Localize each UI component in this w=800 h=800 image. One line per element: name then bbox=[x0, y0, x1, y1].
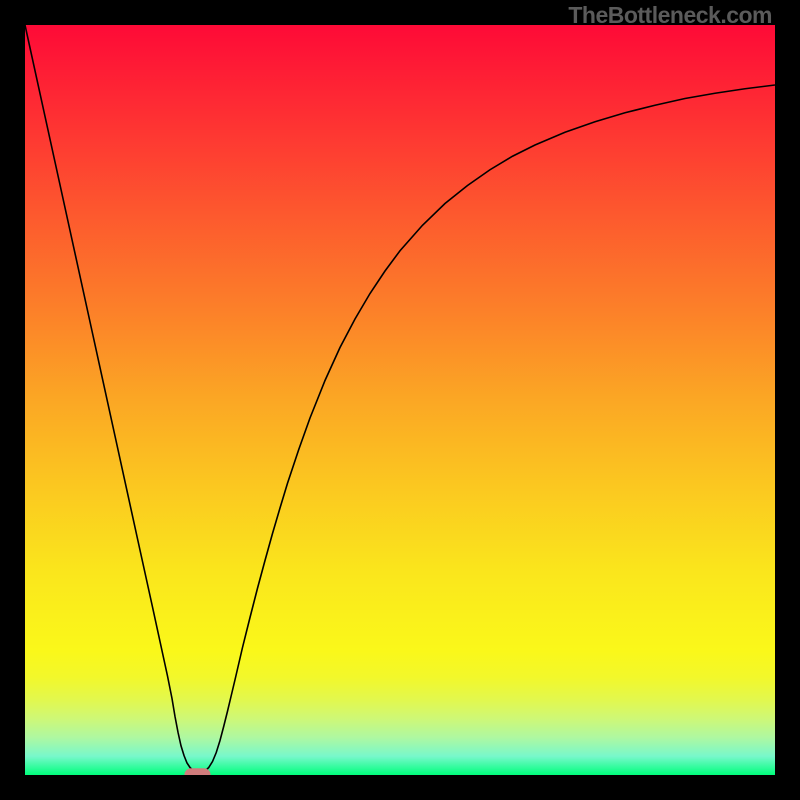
plot-area bbox=[25, 25, 775, 775]
optimal-marker bbox=[184, 768, 210, 775]
watermark-text: TheBottleneck.com bbox=[568, 2, 772, 29]
chart-background bbox=[25, 25, 775, 775]
chart-svg bbox=[25, 25, 775, 775]
chart-frame: TheBottleneck.com bbox=[0, 0, 800, 800]
